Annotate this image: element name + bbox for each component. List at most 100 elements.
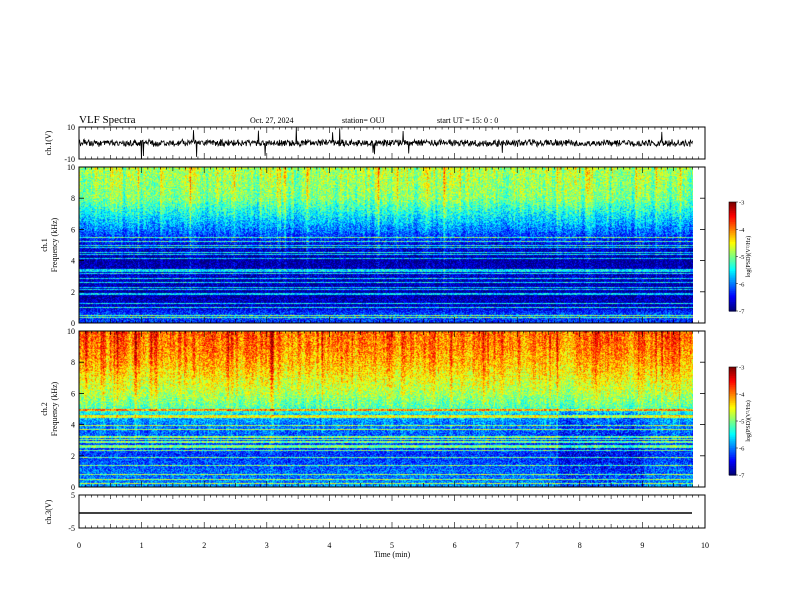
colorbar-swatch bbox=[729, 417, 736, 420]
colorbar-swatch bbox=[729, 428, 736, 431]
colorbar-swatch bbox=[729, 446, 736, 449]
colorbar-swatch bbox=[729, 240, 736, 243]
colorbar-swatch bbox=[729, 433, 736, 436]
colorbar-swatch bbox=[729, 265, 736, 268]
colorbar-swatch bbox=[729, 269, 736, 272]
ch2-spectrogram-panel: 0 2 4 6 8 10 ch.2 Frequency (kHz) bbox=[40, 327, 706, 492]
colorbar-swatch bbox=[729, 202, 736, 205]
colorbar-swatch bbox=[729, 453, 736, 456]
colorbar-label: log(PSD)(V²/Hz) bbox=[745, 236, 752, 277]
colorbar-swatch bbox=[729, 258, 736, 261]
colorbar-swatch bbox=[729, 410, 736, 413]
ch2-spectrogram-image bbox=[79, 331, 693, 487]
colorbar-swatch bbox=[729, 379, 736, 382]
colorbar-tick-label: -6 bbox=[739, 446, 745, 453]
ytick-label: 2 bbox=[71, 288, 75, 297]
colorbar-swatch bbox=[729, 272, 736, 276]
colorbar-swatch bbox=[729, 415, 736, 418]
colorbar-label: log(PSD)(V²/Hz) bbox=[745, 400, 752, 441]
colorbar-swatch bbox=[729, 404, 736, 408]
xtick-label: 8 bbox=[578, 541, 582, 550]
colorbar-swatch bbox=[729, 399, 736, 402]
colorbar-tick-label: -3 bbox=[739, 200, 744, 207]
ch1-ytick-top: 10 bbox=[67, 123, 75, 132]
colorbar-swatch bbox=[729, 231, 736, 234]
xtick-label: 4 bbox=[327, 541, 331, 550]
colorbar-swatch bbox=[729, 294, 736, 298]
xtick-label: 3 bbox=[265, 541, 269, 550]
colorbar-swatch bbox=[729, 283, 736, 287]
colorbar-swatch bbox=[729, 464, 736, 467]
colorbar-swatch bbox=[729, 212, 736, 216]
colorbar-swatch bbox=[729, 381, 736, 384]
colorbar-swatch bbox=[729, 458, 736, 462]
colorbar-swatch bbox=[729, 260, 736, 263]
colorbar-swatch bbox=[729, 449, 736, 453]
colorbar-swatch bbox=[729, 406, 736, 409]
ch2-spectrogram-ylabel-frequency: Frequency (kHz) bbox=[50, 381, 59, 436]
ytick-label: 4 bbox=[71, 421, 75, 430]
colorbar-swatch bbox=[729, 251, 736, 254]
xtick-label: 6 bbox=[453, 541, 457, 550]
ytick-label: 10 bbox=[67, 327, 75, 336]
colorbar-swatch bbox=[729, 274, 736, 278]
colorbar-swatch bbox=[729, 220, 736, 223]
colorbar-swatch bbox=[729, 451, 736, 454]
colorbar-swatch bbox=[729, 386, 736, 390]
colorbar-swatch bbox=[729, 236, 736, 239]
ch1-waveform-ylabel: ch.1(V) bbox=[44, 130, 53, 155]
ch2-spectrogram-ylabel-channel: ch.2 bbox=[40, 402, 49, 416]
colorbar-swatch bbox=[729, 300, 736, 303]
colorbar-swatch bbox=[729, 247, 736, 250]
ytick-label: 2 bbox=[71, 452, 75, 461]
station-label: station= OUJ bbox=[342, 116, 385, 125]
colorbar-swatch bbox=[729, 385, 736, 388]
ytick-label: 6 bbox=[71, 389, 75, 398]
xtick-label: 0 bbox=[77, 541, 81, 550]
colorbar-swatch bbox=[729, 203, 736, 207]
ch2-spectrogram-yticks: 0 2 4 6 8 10 bbox=[67, 327, 705, 492]
colorbar-swatch bbox=[729, 444, 736, 447]
colorbar-swatch bbox=[729, 309, 736, 312]
colorbar-swatch bbox=[729, 267, 736, 270]
colorbar-swatch bbox=[729, 263, 736, 267]
colorbar-swatch bbox=[729, 377, 736, 381]
colorbar-swatch bbox=[729, 285, 736, 288]
colorbar-swatch bbox=[729, 413, 736, 417]
start-time-label: start UT = 15: 0 : 0 bbox=[437, 116, 498, 125]
colorbar-swatch bbox=[729, 278, 736, 281]
figure-title: VLF Spectra bbox=[79, 114, 136, 126]
colorbar-tick-label: -5 bbox=[739, 419, 744, 426]
colorbar-swatch bbox=[729, 292, 736, 296]
colorbar-tick-label: -7 bbox=[739, 473, 745, 480]
ch3-ytick-bottom: -5 bbox=[68, 524, 75, 533]
colorbar-swatch bbox=[729, 390, 736, 393]
colorbar-swatch bbox=[729, 211, 736, 214]
colorbar-swatch bbox=[729, 227, 736, 230]
ch1-waveform-line bbox=[78, 127, 693, 159]
colorbar-swatch bbox=[729, 440, 736, 444]
colorbar-swatch bbox=[729, 225, 736, 229]
colorbar-swatch bbox=[729, 471, 736, 474]
colorbar-swatch bbox=[729, 462, 736, 465]
colorbar-swatch bbox=[729, 421, 736, 424]
colorbar-swatch bbox=[729, 305, 736, 308]
colorbar-tick-label: -7 bbox=[739, 309, 745, 316]
colorbar-swatch bbox=[729, 271, 736, 274]
ch1-spectrogram-ylabel-channel: ch.1 bbox=[40, 238, 49, 252]
ytick-label: 0 bbox=[71, 483, 75, 492]
colorbar-tick-label: -4 bbox=[739, 392, 745, 399]
colorbar-swatch bbox=[729, 376, 736, 379]
colorbar-swatch bbox=[729, 412, 736, 415]
colorbar-swatch bbox=[729, 455, 736, 458]
colorbar-swatch bbox=[729, 430, 736, 433]
colorbar-swatch bbox=[729, 469, 736, 472]
colorbar-swatch bbox=[729, 401, 736, 404]
x-axis-label: Time (min) bbox=[374, 550, 411, 559]
colorbar-swatch bbox=[729, 205, 736, 209]
ytick-label: 8 bbox=[71, 358, 75, 367]
colorbar-swatch bbox=[729, 287, 736, 290]
colorbar-swatch bbox=[729, 422, 736, 426]
colorbar-tick-label: -3 bbox=[739, 365, 744, 372]
